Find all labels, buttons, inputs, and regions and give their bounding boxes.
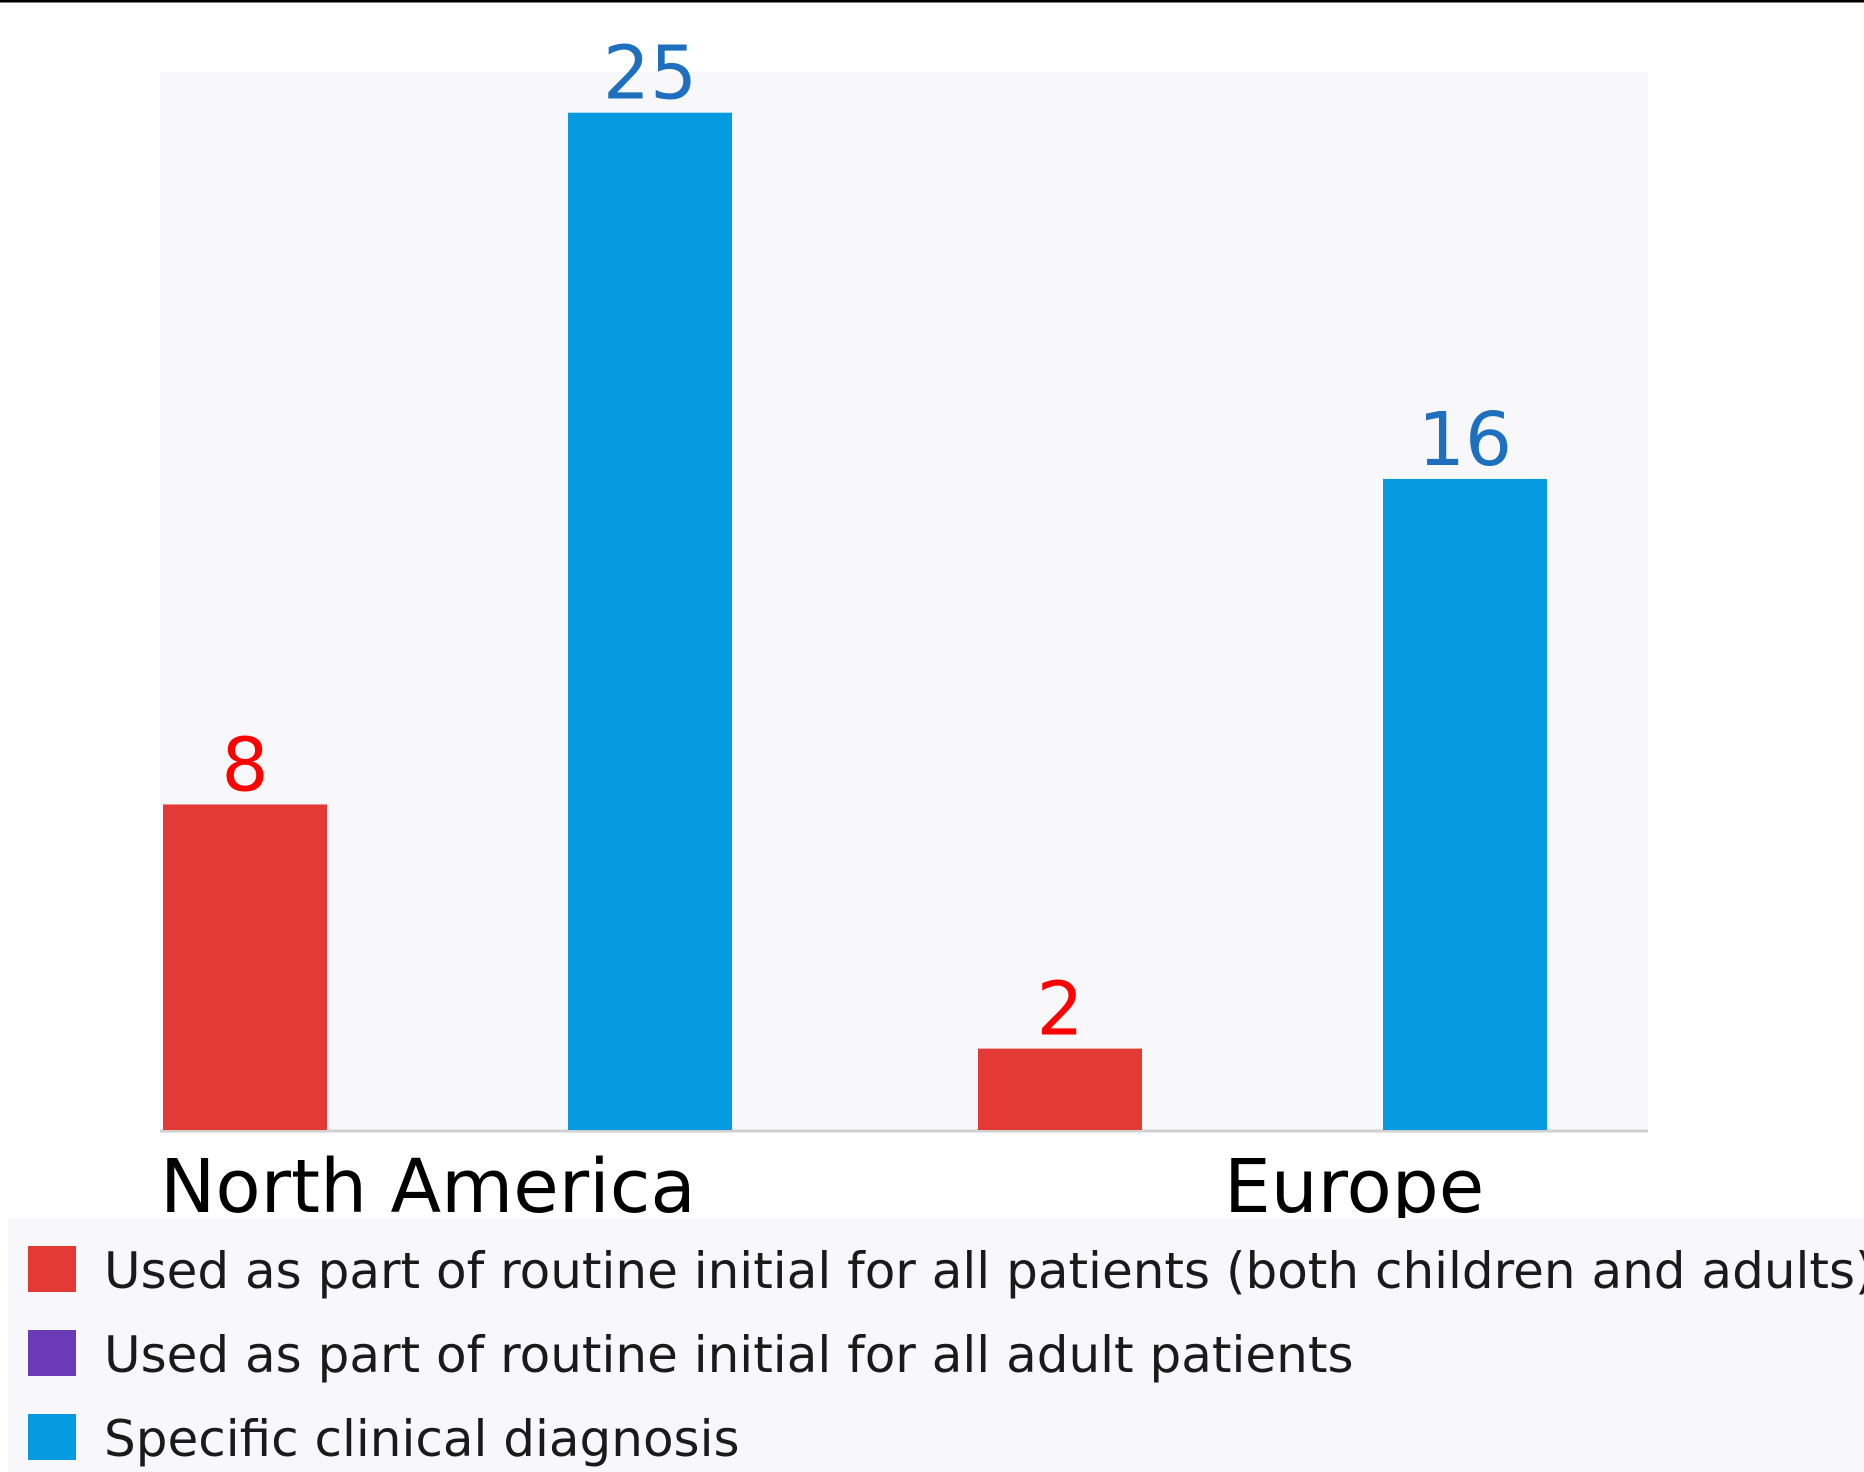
data-labels-layer: 8 2 25 16: [221, 31, 1512, 1053]
data-label-north-america-series-2: 25: [603, 31, 697, 117]
data-label-europe-series-2: 16: [1418, 397, 1512, 483]
legend-swatch-2: [28, 1414, 76, 1460]
legend-label-0: Used as part of routine initial for all …: [104, 1242, 1864, 1300]
legend-background: [8, 1218, 1864, 1472]
bar-europe-series-0: [978, 1048, 1142, 1130]
bar-north-america-series-0: [163, 804, 327, 1130]
legend-label-1: Used as part of routine initial for all …: [104, 1326, 1354, 1384]
category-label-europe: Europe: [1224, 1144, 1484, 1230]
category-labels-layer: North America Europe: [160, 1144, 1484, 1230]
legend-label-2: Specific clinical diagnosis: [104, 1410, 740, 1468]
legend: Used as part of routine initial for all …: [8, 1218, 1864, 1472]
legend-swatch-1: [28, 1330, 76, 1376]
bar-north-america-series-2: [568, 112, 732, 1130]
legend-swatch-0: [28, 1246, 76, 1292]
bars-layer: [163, 112, 1547, 1130]
data-label-north-america-series-0: 8: [221, 722, 268, 808]
bar-europe-series-2: [1383, 478, 1547, 1130]
data-label-europe-series-0: 2: [1036, 967, 1083, 1053]
category-label-north-america: North America: [160, 1144, 696, 1230]
